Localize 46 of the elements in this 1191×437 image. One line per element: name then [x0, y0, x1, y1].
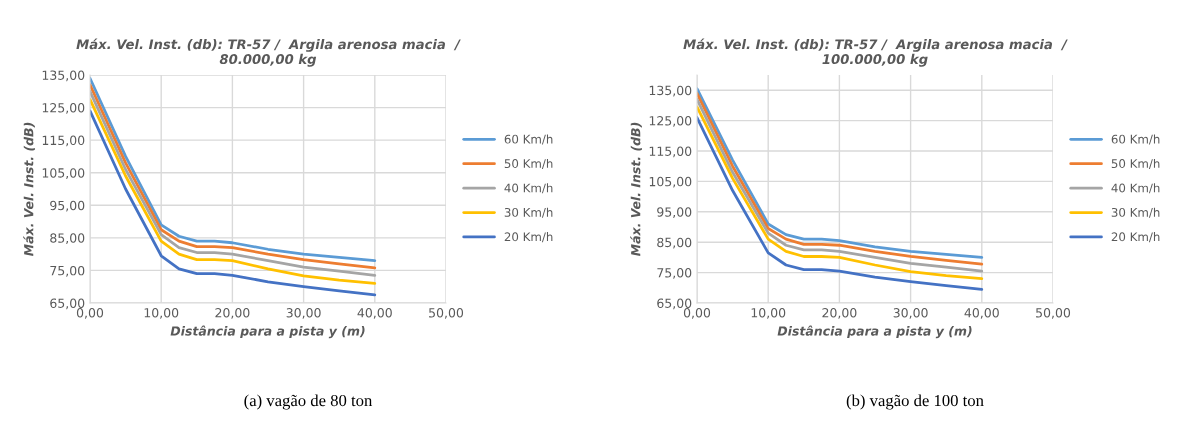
chart-title: Máx. Vel. Inst. (db): TR-57 / Argila arenosa macia / 100.000,00 kg	[683, 38, 1068, 67]
y-tick-label: 125,00	[42, 103, 85, 114]
legend-label: 40 Km/h	[1111, 183, 1160, 194]
legend-label: 30 Km/h	[1111, 207, 1160, 218]
y-tick-label: 115,00	[649, 146, 692, 158]
y-axis-title: Máx. Vel. Inst. (dB)	[23, 122, 35, 257]
y-tick-label: 85,00	[657, 237, 692, 249]
x-tick-label: 10,00	[144, 308, 179, 319]
legend-label: 20 Km/h	[504, 232, 553, 243]
y-tick-label: 65,00	[657, 298, 692, 310]
x-tick-label: 20,00	[822, 308, 857, 319]
y-tick-label: 135,00	[649, 85, 692, 97]
y-axis-title: Máx. Vel. Inst. (dB)	[630, 122, 642, 257]
y-tick-label: 95,00	[50, 200, 85, 212]
legend-label: 60 Km/h	[1111, 134, 1160, 145]
x-tick-label: 30,00	[893, 308, 928, 319]
y-tick-label: 105,00	[42, 168, 85, 179]
legend-label: 50 Km/h	[504, 158, 553, 169]
x-tick-label: 40,00	[357, 308, 392, 319]
x-tick-label: 20,00	[215, 308, 250, 319]
x-tick-label: 30,00	[286, 308, 321, 319]
y-tick-label: 75,00	[657, 268, 692, 279]
legend-label: 30 Km/h	[504, 207, 553, 218]
chart-title: Máx. Vel. Inst. (db): TR-57 / Argila arenosa macia / 80.000,00 kg	[76, 38, 461, 67]
y-tick-label: 115,00	[42, 135, 85, 147]
y-tick-label: 75,00	[50, 265, 85, 277]
x-tick-label: 0,00	[76, 308, 104, 319]
x-tick-label: 0,00	[683, 308, 711, 319]
legend-label: 40 Km/h	[504, 183, 553, 194]
y-tick-label: 125,00	[649, 116, 692, 127]
x-axis-title: Distância para a pista y (m)	[170, 325, 365, 339]
legend-label: 20 Km/h	[1111, 232, 1160, 243]
x-tick-label: 50,00	[1036, 308, 1071, 319]
text: (b) vagão de 100 ton	[846, 394, 984, 410]
y-tick-label: 85,00	[50, 233, 85, 245]
y-tick-label: 65,00	[50, 298, 85, 310]
y-tick-label: 135,00	[42, 70, 85, 82]
x-tick-label: 50,00	[429, 308, 464, 319]
y-tick-label: 95,00	[657, 207, 692, 218]
x-tick-label: 10,00	[751, 308, 786, 319]
x-axis-title: Distância para a pista y (m)	[777, 325, 972, 339]
x-tick-label: 40,00	[964, 308, 999, 319]
legend-label: 60 Km/h	[504, 134, 553, 145]
text: (a) vagão de 80 ton	[244, 394, 373, 410]
y-tick-label: 105,00	[649, 176, 692, 188]
legend-label: 50 Km/h	[1111, 158, 1160, 169]
